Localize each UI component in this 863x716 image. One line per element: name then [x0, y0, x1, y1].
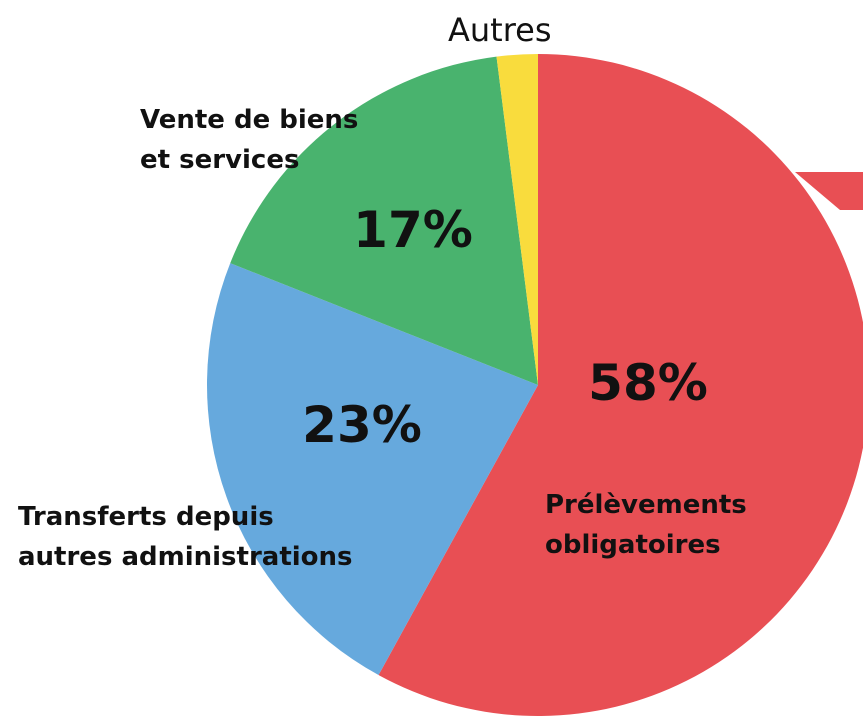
value-label: 58%: [588, 354, 708, 412]
pie-slice: [207, 263, 538, 676]
category-label: Vente de biens et services: [140, 105, 359, 175]
pie: [207, 54, 863, 716]
category-label: Transferts depuis autres administrations: [18, 502, 353, 572]
category-label: Prélèvements obligatoires: [545, 490, 747, 560]
pie-slice: [496, 54, 538, 385]
pie-slice: [230, 56, 538, 385]
value-label: 23%: [302, 396, 422, 454]
pie-slice: [378, 54, 863, 716]
value-label: 17%: [353, 201, 473, 259]
callout-bar: [795, 172, 863, 210]
category-label: Autres: [448, 11, 552, 49]
